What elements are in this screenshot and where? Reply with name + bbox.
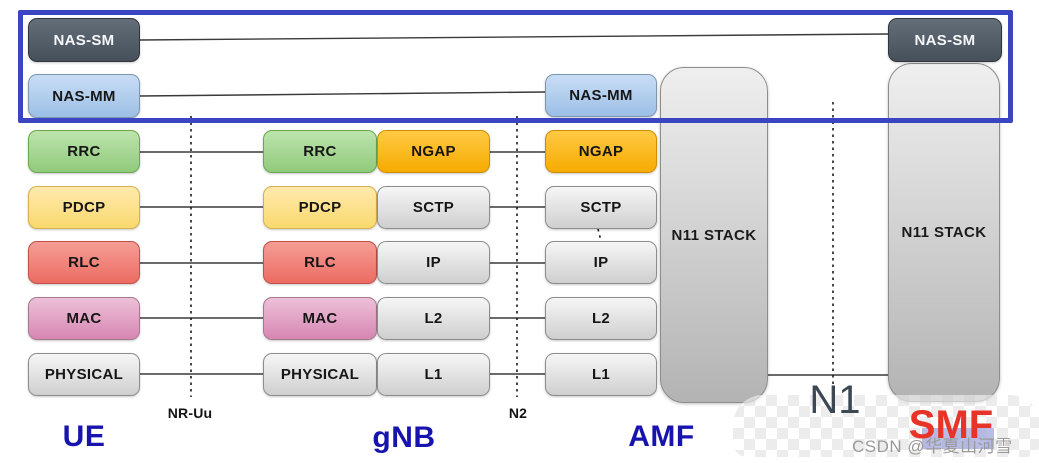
amf-n11-stack-label: N11 STACK [671,226,757,244]
protocol-box-ue-pdcp: PDCP [28,186,140,229]
protocol-box-ue-rrc: RRC [28,130,140,173]
interface-label-n1: N1 [809,378,861,422]
csdn-watermark: CSDN @华夏山河雪 [852,437,1013,456]
node-label-ue: UE [62,420,106,453]
protocol-box-amf-nas-mm: NAS-MM [545,74,657,117]
connector-line [139,91,546,97]
amf-n11-stack-box: N11 STACK [660,67,768,403]
watermark-highlight [922,428,994,449]
node-label-gnb: gNB [372,421,436,454]
node-label-amf: AMF [628,420,695,453]
protocol-box-gnb-ip: IP [377,241,490,284]
sctp-ip-tick [597,228,602,242]
protocol-box-ue-nas-sm: NAS-SM [28,18,140,62]
protocol-box-gnb-l1: L1 [377,353,490,396]
nas-highlight-frame [18,10,1013,123]
protocol-box-gnb-sctp: SCTP [377,186,490,229]
protocol-box-gnb-physical: PHYSICAL [263,353,377,396]
protocol-box-amf-ngap: NGAP [545,130,657,173]
interface-label-nr-uu: NR-Uu [167,405,213,421]
protocol-box-gnb-rrc: RRC [263,130,377,173]
interface-label-n2: N2 [508,405,528,421]
protocol-box-amf-sctp: SCTP [545,186,657,229]
protocol-box-ue-physical: PHYSICAL [28,353,140,396]
protocol-box-gnb-mac: MAC [263,297,377,340]
protocol-box-ue-nas-mm: NAS-MM [28,74,140,118]
protocol-box-smf-nas-sm: NAS-SM [888,18,1002,62]
protocol-box-gnb-rlc: RLC [263,241,377,284]
smf-n11-stack-label: N11 STACK [901,224,987,241]
protocol-box-amf-ip: IP [545,241,657,284]
protocol-box-gnb-pdcp: PDCP [263,186,377,229]
protocol-box-ue-rlc: RLC [28,241,140,284]
protocol-box-gnb-ngap: NGAP [377,130,490,173]
protocol-box-amf-l2: L2 [545,297,657,340]
protocol-box-amf-l1: L1 [545,353,657,396]
protocol-box-gnb-l2: L2 [377,297,490,340]
connector-line [139,33,889,41]
protocol-box-ue-mac: MAC [28,297,140,340]
node-label-smf: SMF [908,403,994,447]
